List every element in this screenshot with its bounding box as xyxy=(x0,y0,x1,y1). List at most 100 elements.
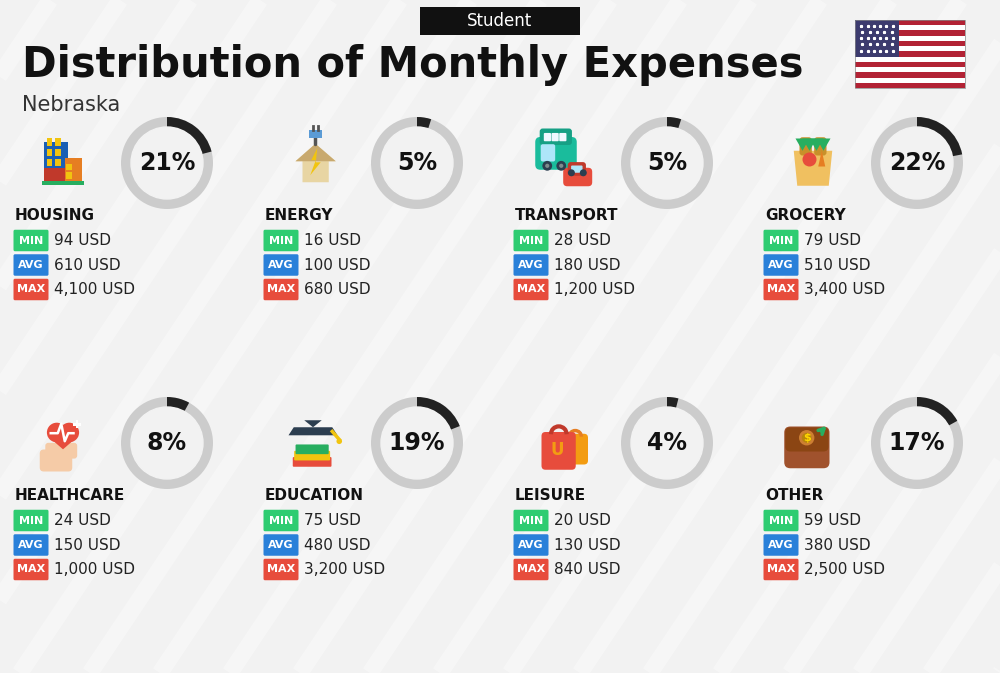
Text: 130 USD: 130 USD xyxy=(554,538,621,553)
Polygon shape xyxy=(288,427,338,435)
FancyBboxPatch shape xyxy=(514,229,548,251)
Circle shape xyxy=(59,423,79,442)
Text: MAX: MAX xyxy=(767,285,795,295)
Wedge shape xyxy=(417,397,460,430)
Text: $: $ xyxy=(803,433,811,443)
Text: 610 USD: 610 USD xyxy=(54,258,121,273)
Text: 840 USD: 840 USD xyxy=(554,562,621,577)
Polygon shape xyxy=(304,420,322,427)
Wedge shape xyxy=(371,117,463,209)
FancyBboxPatch shape xyxy=(13,559,48,580)
FancyBboxPatch shape xyxy=(514,559,548,580)
Bar xyxy=(73,423,81,425)
Bar xyxy=(855,51,965,57)
Text: AVG: AVG xyxy=(268,540,294,550)
FancyBboxPatch shape xyxy=(264,534,298,556)
FancyBboxPatch shape xyxy=(514,534,548,556)
FancyBboxPatch shape xyxy=(541,144,555,162)
Text: 480 USD: 480 USD xyxy=(304,538,370,553)
FancyBboxPatch shape xyxy=(540,129,572,145)
Text: 150 USD: 150 USD xyxy=(54,538,120,553)
FancyBboxPatch shape xyxy=(59,443,70,458)
FancyBboxPatch shape xyxy=(764,559,798,580)
Wedge shape xyxy=(371,397,463,489)
FancyBboxPatch shape xyxy=(514,279,548,300)
Text: 380 USD: 380 USD xyxy=(804,538,871,553)
Bar xyxy=(855,57,965,62)
Text: 100 USD: 100 USD xyxy=(304,258,370,273)
Text: 21%: 21% xyxy=(139,151,195,175)
Bar xyxy=(855,20,965,25)
Bar xyxy=(55,149,61,156)
Wedge shape xyxy=(917,117,962,156)
Circle shape xyxy=(131,127,203,199)
Circle shape xyxy=(545,164,549,168)
FancyBboxPatch shape xyxy=(764,509,798,531)
Text: 1,000 USD: 1,000 USD xyxy=(54,562,135,577)
Text: Distribution of Monthly Expenses: Distribution of Monthly Expenses xyxy=(22,44,804,86)
FancyBboxPatch shape xyxy=(563,168,592,186)
Text: 3,200 USD: 3,200 USD xyxy=(304,562,385,577)
Text: MIN: MIN xyxy=(769,236,793,246)
FancyBboxPatch shape xyxy=(814,137,826,155)
FancyBboxPatch shape xyxy=(264,279,298,300)
Text: 180 USD: 180 USD xyxy=(554,258,621,273)
FancyBboxPatch shape xyxy=(784,427,830,468)
Circle shape xyxy=(803,153,817,166)
Text: HOUSING: HOUSING xyxy=(15,209,95,223)
FancyBboxPatch shape xyxy=(764,534,798,556)
Wedge shape xyxy=(917,397,957,425)
Text: MAX: MAX xyxy=(17,565,45,575)
Text: OTHER: OTHER xyxy=(765,489,823,503)
Text: MAX: MAX xyxy=(517,565,545,575)
Wedge shape xyxy=(167,117,212,154)
Text: 19%: 19% xyxy=(389,431,445,455)
Bar xyxy=(855,20,965,88)
FancyBboxPatch shape xyxy=(45,443,56,458)
FancyBboxPatch shape xyxy=(66,443,77,458)
Text: LEISURE: LEISURE xyxy=(515,489,586,503)
Text: EDUCATION: EDUCATION xyxy=(265,489,364,503)
FancyBboxPatch shape xyxy=(542,432,576,470)
Wedge shape xyxy=(667,397,678,408)
Text: 5%: 5% xyxy=(647,151,687,175)
Text: ENERGY: ENERGY xyxy=(265,209,334,223)
Wedge shape xyxy=(621,397,713,489)
FancyBboxPatch shape xyxy=(52,443,63,458)
Bar xyxy=(55,160,61,166)
FancyBboxPatch shape xyxy=(568,162,586,176)
Bar xyxy=(65,157,82,184)
Text: AVG: AVG xyxy=(18,540,44,550)
Text: 3,400 USD: 3,400 USD xyxy=(804,282,885,297)
Wedge shape xyxy=(121,397,213,489)
Bar xyxy=(855,72,965,77)
FancyBboxPatch shape xyxy=(264,254,298,276)
Bar xyxy=(855,83,965,88)
Text: GROCERY: GROCERY xyxy=(765,209,846,223)
FancyBboxPatch shape xyxy=(264,229,298,251)
Circle shape xyxy=(556,161,566,171)
Wedge shape xyxy=(121,117,213,209)
FancyBboxPatch shape xyxy=(785,427,828,452)
Text: 20 USD: 20 USD xyxy=(554,513,611,528)
Text: Student: Student xyxy=(467,12,533,30)
Circle shape xyxy=(881,127,953,199)
Text: 680 USD: 680 USD xyxy=(304,282,371,297)
Text: Nebraska: Nebraska xyxy=(22,95,120,115)
Text: MAX: MAX xyxy=(267,565,295,575)
FancyBboxPatch shape xyxy=(764,229,798,251)
FancyBboxPatch shape xyxy=(40,450,72,472)
Text: MIN: MIN xyxy=(269,236,293,246)
Text: AVG: AVG xyxy=(768,540,794,550)
Circle shape xyxy=(131,407,203,479)
Circle shape xyxy=(631,407,703,479)
Bar xyxy=(66,172,72,179)
Circle shape xyxy=(336,438,342,444)
FancyBboxPatch shape xyxy=(764,279,798,300)
Circle shape xyxy=(47,423,66,442)
Circle shape xyxy=(568,170,575,176)
Text: 16 USD: 16 USD xyxy=(304,233,361,248)
Wedge shape xyxy=(621,117,713,209)
Text: MIN: MIN xyxy=(519,516,543,526)
FancyBboxPatch shape xyxy=(264,559,298,580)
